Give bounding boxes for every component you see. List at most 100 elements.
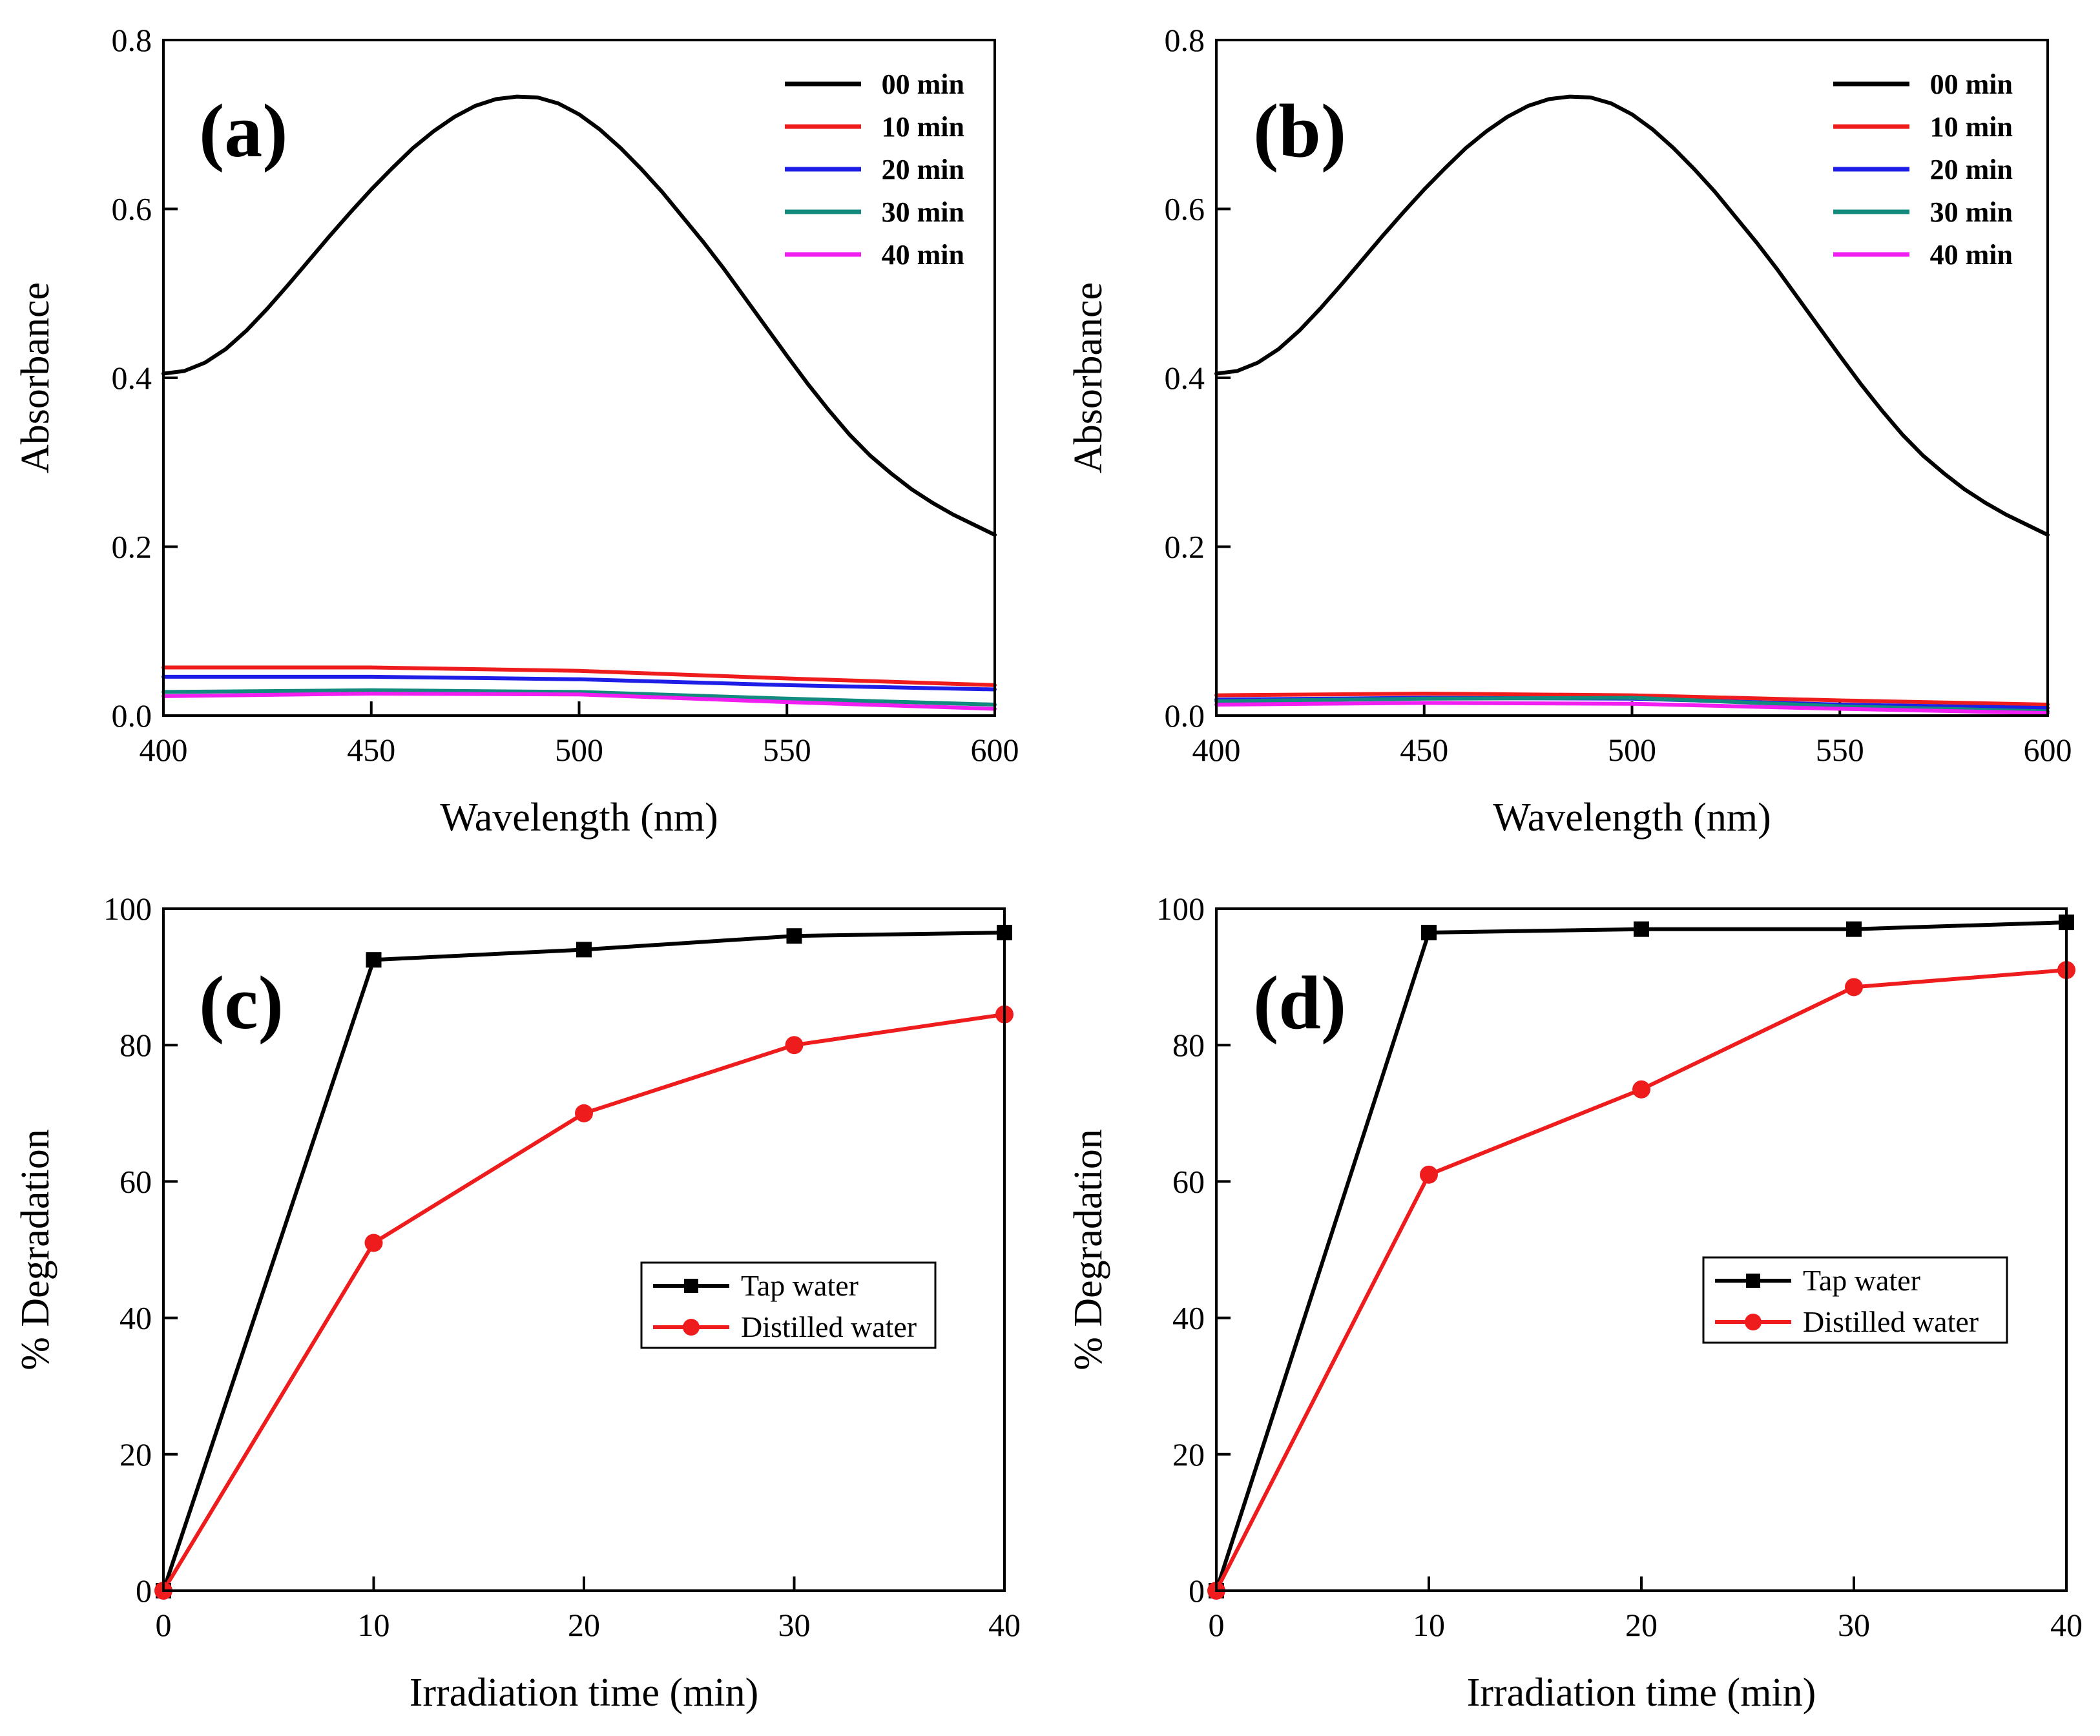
x-tick-label: 0 <box>1209 1607 1225 1643</box>
y-tick-label: 0.8 <box>112 22 152 58</box>
y-axis-title: Absorbance <box>14 282 57 473</box>
y-tick-label: 80 <box>1172 1027 1205 1063</box>
series-line-0 <box>1214 94 2050 537</box>
x-tick-label: 500 <box>555 732 603 768</box>
y-tick-label: 60 <box>120 1163 152 1199</box>
y-tick-label: 0.0 <box>1165 698 1205 734</box>
legend-label: 00 min <box>882 68 964 100</box>
plot-frame <box>1215 907 2068 1592</box>
data-point-circle <box>364 1234 383 1252</box>
legend-box <box>1702 1256 2008 1344</box>
data-point-square <box>786 928 802 944</box>
legend-label: 40 min <box>1930 239 2013 271</box>
y-tick-label: 0 <box>136 1573 152 1609</box>
y-tick-label: 60 <box>1172 1163 1205 1199</box>
y-tick-label: 40 <box>1172 1300 1205 1336</box>
x-axis-title: Irradiation time (min) <box>410 1671 759 1715</box>
y-axis-title: % Degradation <box>14 1129 57 1370</box>
series-line-4 <box>161 692 997 711</box>
plot-frame <box>162 907 1006 1592</box>
data-point-circle <box>1632 1080 1650 1099</box>
data-point-square <box>1421 924 1437 940</box>
series-line-3 <box>1214 696 2050 714</box>
series-line-3 <box>161 688 997 707</box>
series-line-2 <box>161 674 997 692</box>
legend-label: Distilled water <box>1803 1305 1979 1338</box>
panel-label: (c) <box>199 960 284 1045</box>
y-tick-label: 100 <box>1156 891 1205 927</box>
y-tick-label: 0.4 <box>112 360 152 396</box>
x-tick-label: 20 <box>1625 1607 1658 1643</box>
legend: 00 min 10 min 20 min 30 min 40 min <box>1833 68 2013 271</box>
y-tick-label: 0 <box>1189 1573 1205 1609</box>
y-axis-title: % Degradation <box>1066 1129 1110 1370</box>
x-tick-label: 550 <box>763 732 811 768</box>
legend-label: 10 min <box>882 111 964 143</box>
series-line-1 <box>1214 692 2050 707</box>
legend: Tap water Distilled water <box>1702 1256 2008 1344</box>
legend-label: 40 min <box>882 239 964 271</box>
panel-a: 400 450 500 550 600 0.0 0.2 0.4 0.6 0.8 Wavelength… <box>14 22 1019 840</box>
x-tick-label: 30 <box>1838 1607 1870 1643</box>
x-tick-label: 30 <box>778 1607 811 1643</box>
x-tick-label: 550 <box>1816 732 1864 768</box>
y-tick-label: 20 <box>1172 1436 1205 1472</box>
legend-label: 30 min <box>1930 196 2013 228</box>
y-axis-title: Absorbance <box>1066 282 1110 473</box>
data-point-circle <box>1420 1165 1438 1184</box>
x-tick-label: 450 <box>1400 732 1448 768</box>
x-tick-label: 600 <box>971 732 1019 768</box>
series-line-1 <box>161 665 997 687</box>
legend: 00 min 10 min 20 min 30 min 40 min <box>785 68 964 271</box>
data-point-circle <box>575 1104 593 1122</box>
x-tick-label: 20 <box>568 1607 600 1643</box>
panel-d: 0 10 20 30 40 0 20 40 60 80 100 Irradiation time (m… <box>1066 891 2083 1715</box>
panel-label: (a) <box>199 88 288 173</box>
legend-label: Tap water <box>741 1269 858 1302</box>
y-tick-label: 0.6 <box>1165 191 1205 227</box>
series-line-0 <box>161 94 997 537</box>
plot-frame <box>162 39 996 717</box>
data-point-square <box>1846 921 1862 937</box>
y-tick-label: 0.0 <box>112 698 152 734</box>
data-point-square <box>366 952 382 968</box>
y-tick-label: 0.2 <box>1165 529 1205 565</box>
data-point-square <box>1634 921 1649 937</box>
y-tick-label: 40 <box>120 1300 152 1336</box>
legend-marker-circle <box>1745 1314 1762 1330</box>
panel-c: 0 10 20 30 40 0 20 40 60 80 100 Irradiation time (m… <box>14 891 1021 1715</box>
x-tick-label: 600 <box>2024 732 2072 768</box>
legend-label: 30 min <box>882 196 964 228</box>
x-tick-label: 400 <box>1192 732 1241 768</box>
legend-label: 20 min <box>1930 154 2013 185</box>
x-tick-label: 500 <box>1608 732 1656 768</box>
y-tick-label: 0.6 <box>112 191 152 227</box>
legend-marker-square <box>684 1279 698 1293</box>
y-tick-label: 80 <box>120 1027 152 1063</box>
x-tick-label: 40 <box>988 1607 1021 1643</box>
y-tick-label: 100 <box>103 891 152 927</box>
x-axis-title: Irradiation time (min) <box>1467 1671 1816 1715</box>
x-axis-title: Wavelength (nm) <box>1493 796 1771 840</box>
data-point-square <box>576 942 592 958</box>
panel-label: (d) <box>1253 960 1346 1045</box>
x-tick-label: 400 <box>140 732 188 768</box>
panel-b: 400 450 500 550 600 0.0 0.2 0.4 0.6 0.8 Wavelength… <box>1066 22 2072 840</box>
legend: Tap water Distilled water <box>640 1261 937 1349</box>
legend-marker-circle <box>683 1319 700 1336</box>
x-tick-label: 10 <box>1413 1607 1445 1643</box>
y-tick-label: 20 <box>120 1436 152 1472</box>
plot-frame <box>1215 39 2049 717</box>
y-tick-label: 0.2 <box>112 529 152 565</box>
data-point-circle <box>785 1036 804 1055</box>
x-tick-label: 450 <box>347 732 395 768</box>
legend-label: 00 min <box>1930 68 2013 100</box>
panel-label: (b) <box>1253 88 1346 173</box>
y-tick-label: 0.4 <box>1165 360 1205 396</box>
data-point-circle <box>1845 978 1863 997</box>
y-tick-label: 0.8 <box>1165 22 1205 58</box>
legend-label: 20 min <box>882 154 964 185</box>
x-axis-title: Wavelength (nm) <box>440 796 718 840</box>
legend-label: Distilled water <box>741 1310 917 1343</box>
